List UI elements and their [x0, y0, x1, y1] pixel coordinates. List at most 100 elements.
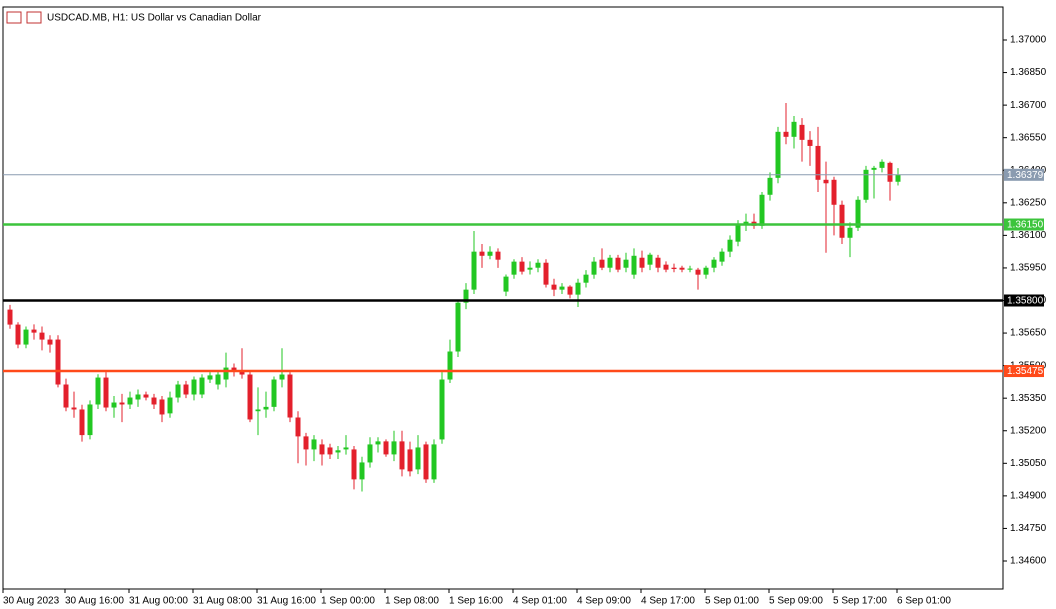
candle-body [183, 384, 189, 395]
candle-body [103, 377, 109, 408]
candle-body [439, 379, 445, 440]
candle-body [583, 274, 589, 283]
x-tick-label: 31 Aug 16:00 [257, 596, 316, 607]
candle-body [783, 131, 789, 137]
candle-body [63, 384, 69, 408]
candle-body [87, 404, 93, 436]
candle-body [695, 269, 701, 275]
candle-body [351, 449, 357, 480]
candle-body [15, 324, 21, 345]
candle-body [151, 397, 157, 405]
y-tick-label: 1.36700 [1010, 100, 1047, 111]
candle-body [199, 377, 205, 395]
candle-body [239, 371, 245, 375]
x-tick-label: 1 Sep 00:00 [321, 596, 375, 607]
candle-body [895, 174, 901, 182]
candle-body [47, 339, 53, 345]
candle-body [535, 262, 541, 268]
level-label: 1.35475 [1007, 366, 1044, 377]
x-tick-label: 5 Sep 17:00 [833, 596, 887, 607]
candle-body [551, 284, 557, 290]
level-label-box [1004, 365, 1044, 378]
candle-body [623, 259, 629, 268]
candle-body [303, 436, 309, 450]
candle-body [391, 441, 397, 455]
candle-body [799, 124, 805, 140]
y-tick-label: 1.37000 [1010, 35, 1047, 46]
candle-body [375, 441, 381, 445]
candle-body [519, 261, 525, 272]
candle-body [135, 394, 141, 400]
candle-body [631, 255, 637, 275]
candle-body [55, 339, 61, 385]
candle-body [431, 444, 437, 480]
y-tick-label: 1.35200 [1010, 425, 1047, 436]
candle-body [863, 169, 869, 200]
candle-body [463, 289, 469, 303]
candles [7, 102, 901, 492]
candle-body [591, 261, 597, 275]
candle-body [191, 379, 197, 395]
candle-body [599, 259, 605, 268]
candle-body [311, 439, 317, 450]
candle-body [575, 282, 581, 295]
candle-body [511, 261, 517, 275]
candle-body [559, 286, 565, 290]
candle-body [647, 254, 653, 265]
candle-body [399, 441, 405, 470]
candle-body [343, 447, 349, 450]
candle-body [719, 251, 725, 262]
candle-body [527, 267, 533, 270]
candle-body [711, 259, 717, 268]
candle-body [367, 444, 373, 463]
candle-body [743, 221, 749, 225]
candle-body [79, 409, 85, 436]
candle-body [639, 257, 645, 268]
candle-body [319, 444, 325, 455]
candle-body [487, 251, 493, 256]
candle-body [95, 377, 101, 405]
y-tick-label: 1.36250 [1010, 197, 1047, 208]
candle-body [823, 179, 829, 184]
candle-body [327, 447, 333, 455]
candle-body [295, 417, 301, 437]
level-label: 1.36379 [1007, 170, 1044, 181]
candle-body [167, 397, 173, 414]
candle-body [383, 441, 389, 455]
plot-frame [2, 6, 1004, 590]
candle-body [735, 224, 741, 242]
candle-body [759, 194, 765, 226]
candle-body [287, 374, 293, 418]
candle-body [607, 257, 613, 268]
candle-body [855, 199, 861, 228]
candle-body [223, 367, 229, 380]
candle-body [263, 406, 269, 410]
candle-body [247, 374, 253, 420]
x-tick-label: 1 Sep 16:00 [449, 596, 503, 607]
x-tick-label: 1 Sep 08:00 [385, 596, 439, 607]
y-tick-label: 1.35050 [1010, 458, 1047, 469]
candle-body [543, 262, 549, 285]
candle-body [335, 450, 341, 453]
level-label: 1.36150 [1007, 220, 1044, 231]
level-label: 1.35800 [1007, 296, 1044, 307]
candle-body [655, 257, 661, 268]
candle-body [231, 367, 237, 372]
level-label-box [1004, 168, 1044, 181]
candle-body [127, 397, 133, 405]
y-tick-label: 1.35650 [1010, 328, 1047, 339]
candle-body [279, 374, 285, 380]
candle-body [807, 139, 813, 146]
x-tick-label: 30 Aug 2023 [3, 596, 60, 607]
candle-body [495, 251, 501, 260]
level-label-box [1004, 218, 1044, 231]
candle-body [775, 131, 781, 178]
candle-body [255, 409, 261, 412]
candle-body [615, 257, 621, 270]
candle-body [503, 276, 509, 292]
candle-body [215, 374, 221, 385]
x-tick-label: 5 Sep 09:00 [769, 596, 823, 607]
candle-body [71, 407, 77, 410]
candle-body [815, 145, 821, 180]
candle-body [671, 267, 677, 270]
